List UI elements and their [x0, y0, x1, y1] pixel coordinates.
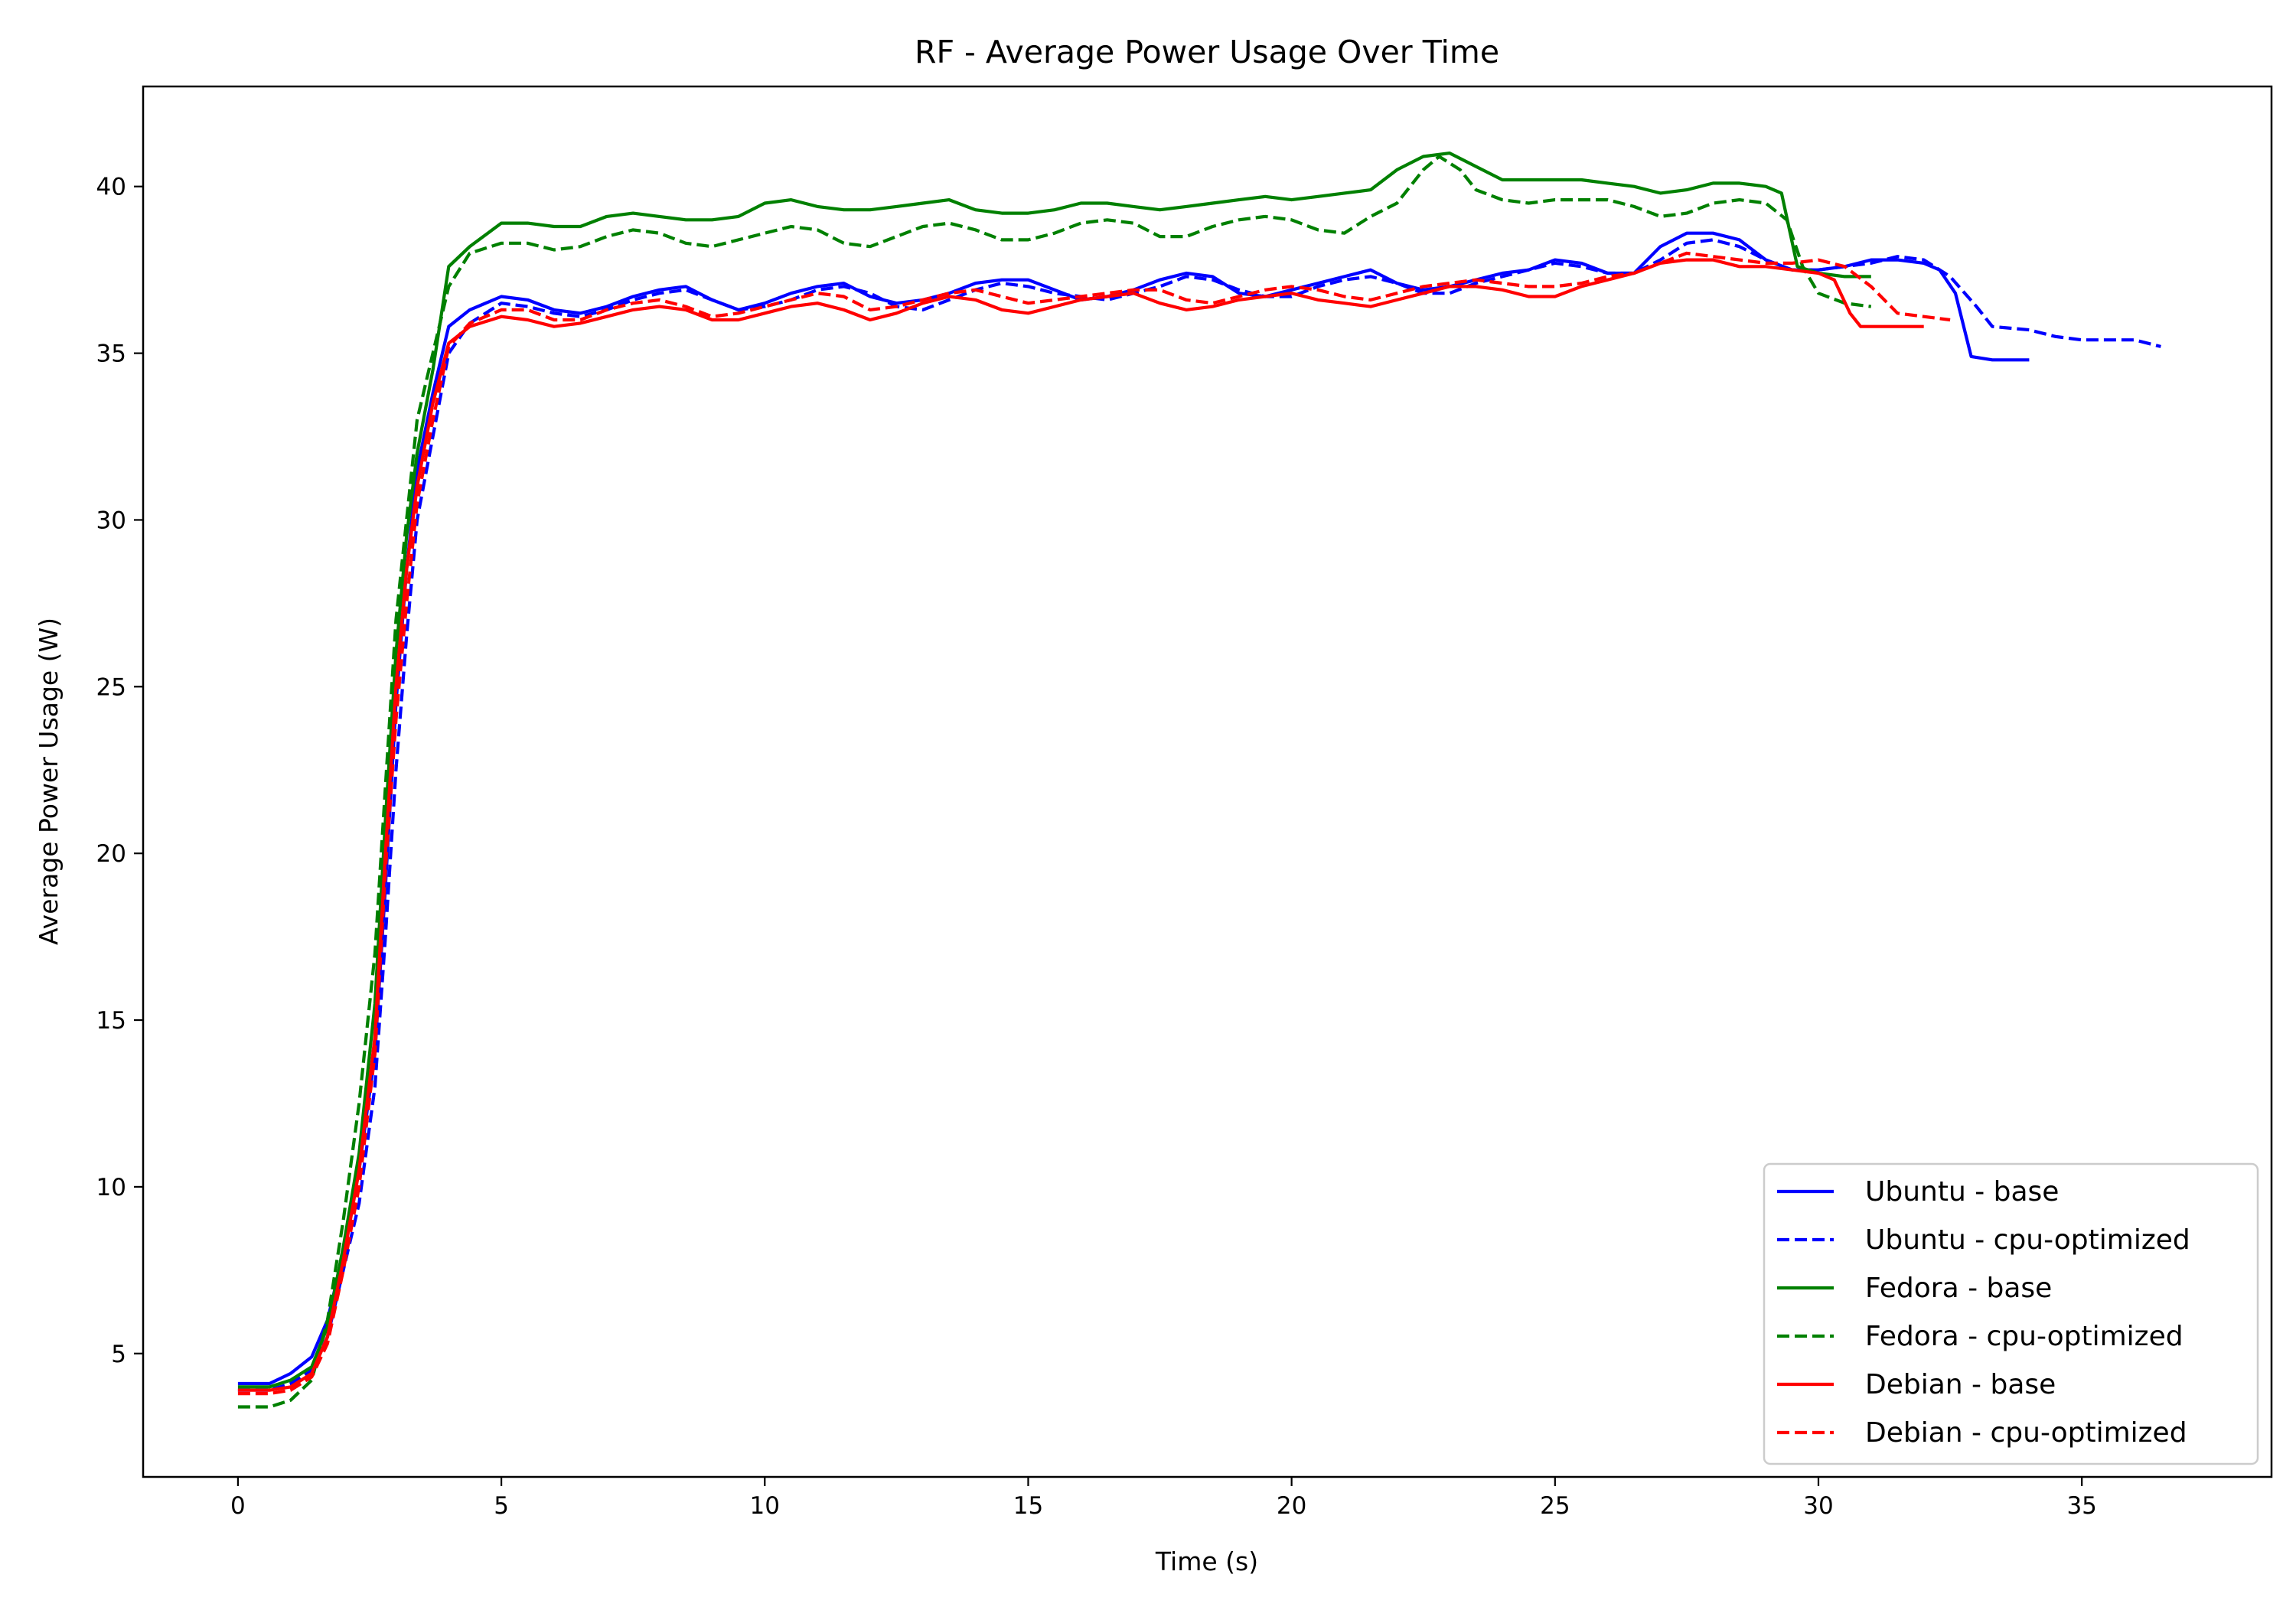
y-tick-label: 25: [96, 673, 126, 701]
x-axis-label: Time (s): [1155, 1547, 1258, 1576]
x-tick-label: 20: [1277, 1492, 1306, 1520]
x-tick-label: 30: [1803, 1492, 1833, 1520]
legend-label: Ubuntu - base: [1865, 1176, 2059, 1208]
x-tick-label: 25: [1540, 1492, 1570, 1520]
series-line-3: [237, 155, 1872, 1409]
y-tick-label: 15: [96, 1007, 126, 1035]
y-tick-label: 40: [96, 174, 126, 201]
legend-label: Ubuntu - cpu-optimized: [1865, 1224, 2190, 1256]
y-tick-label: 10: [96, 1174, 126, 1201]
x-tick-label: 35: [2066, 1492, 2096, 1520]
series-line-2: [237, 152, 1871, 1389]
x-tick-label: 5: [494, 1492, 509, 1520]
plot-frame: [142, 85, 2273, 1478]
legend-box: [1763, 1162, 2259, 1465]
series-line-5: [237, 251, 1951, 1396]
y-tick-label: 35: [96, 341, 126, 368]
y-axis-label: Average Power Usage (W): [34, 618, 64, 945]
y-axis: 5 10 15 20 25 30 35 40: [96, 174, 143, 1368]
x-tick-label: 0: [230, 1492, 246, 1520]
y-tick-label: 20: [96, 840, 126, 868]
legend-label: Fedora - base: [1865, 1273, 2052, 1304]
x-tick-label: 10: [750, 1492, 780, 1520]
legend-label: Fedora - cpu-optimized: [1865, 1321, 2183, 1352]
legend-label: Debian - base: [1865, 1369, 2056, 1400]
x-axis: 0 5 10 15 20 25 30 35: [230, 1477, 2097, 1520]
chart-title: RF - Average Power Usage Over Time: [915, 34, 1499, 70]
series-line-4: [237, 258, 1924, 1392]
legend-label: Debian - cpu-optimized: [1865, 1417, 2187, 1449]
x-tick-label: 15: [1013, 1492, 1043, 1520]
series-line-1: [237, 238, 2161, 1392]
series-layer: [237, 152, 2161, 1409]
y-tick-label: 5: [111, 1341, 126, 1368]
y-tick-label: 30: [96, 507, 126, 534]
legend: Ubuntu - base Ubuntu - cpu-optimized Fedor…: [1763, 1162, 2259, 1465]
